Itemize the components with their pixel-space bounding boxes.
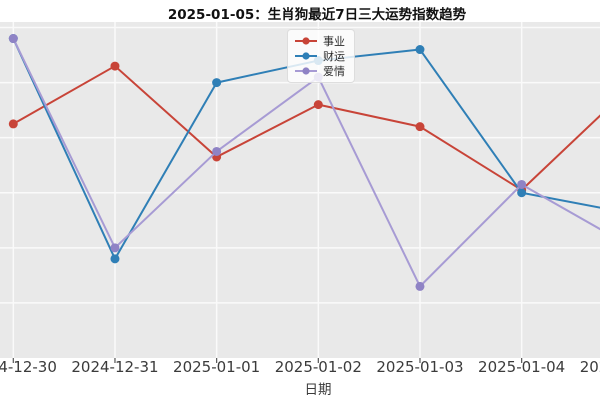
legend-item-label: 财运 (323, 50, 345, 63)
x-axis-labels: 2024-12-30 2024-12-31 2025-01-01 2025-01-02… (0, 358, 600, 378)
x-axis-title: 日期 (304, 382, 332, 398)
data-point (415, 45, 425, 55)
legend: 事业 财运 爱情 (287, 29, 355, 83)
legend-item-爱情: 爱情 (294, 64, 345, 78)
data-point (110, 61, 120, 71)
data-point (212, 78, 222, 88)
x-tick-label: 2025-01-02 (274, 358, 362, 376)
legend-item-label: 爱情 (323, 65, 345, 78)
data-point (313, 100, 323, 110)
chart-canvas (0, 22, 600, 363)
x-tick-label: 2025-01-03 (376, 358, 464, 376)
data-point (517, 179, 527, 189)
x-tick-label: 2025-01-04 (478, 358, 566, 376)
x-tick-label: 2025-01-05 (579, 358, 600, 376)
data-point (110, 243, 120, 253)
x-tick-label: 2025-01-01 (173, 358, 261, 376)
data-point (517, 188, 527, 198)
data-point (110, 254, 120, 264)
chart-title: 2025-01-05：生肖狗最近7日三大运势指数趋势 (167, 7, 467, 23)
data-point (415, 122, 425, 132)
x-tick-label: 2024-12-30 (0, 358, 57, 376)
data-point (415, 281, 425, 291)
legend-line-marker-icon (295, 37, 317, 45)
legend-line-marker-icon (295, 67, 317, 75)
legend-item-事业: 事业 (294, 34, 345, 48)
data-point (8, 34, 18, 44)
legend-item-财运: 财运 (294, 49, 345, 63)
data-point (8, 119, 18, 129)
legend-item-label: 事业 (323, 35, 345, 48)
x-tick-label: 2024-12-31 (71, 358, 159, 376)
data-point (212, 146, 222, 156)
legend-line-marker-icon (295, 52, 317, 60)
